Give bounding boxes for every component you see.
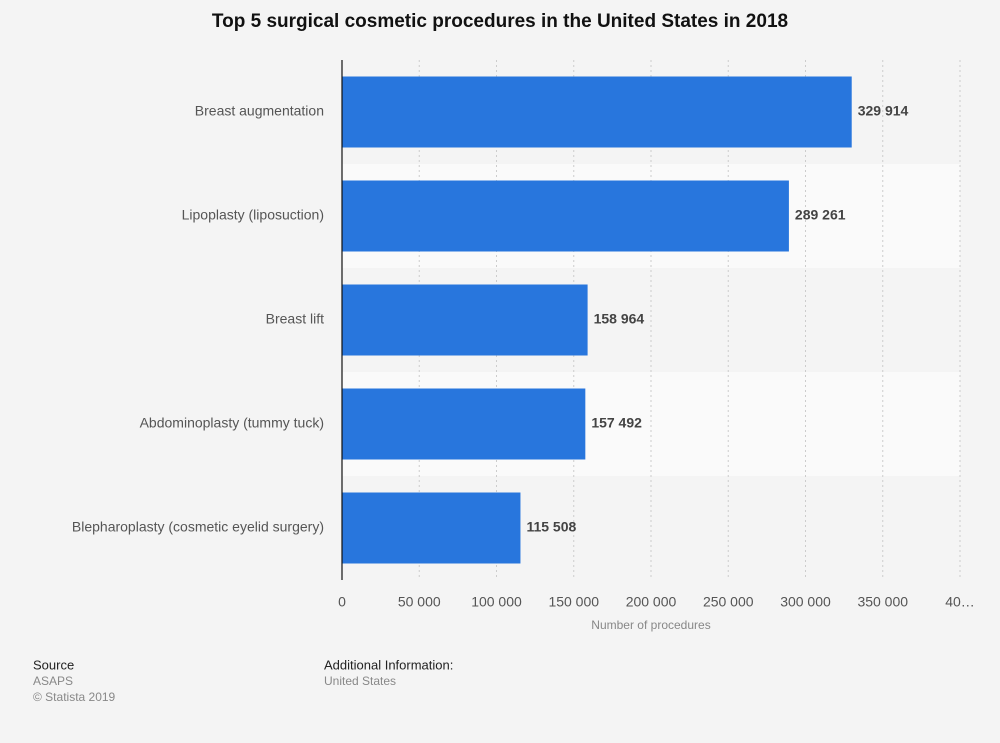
y-tick-label: Breast lift: [266, 311, 324, 327]
bar: [342, 388, 586, 460]
y-tick-label: Breast augmentation: [195, 103, 324, 119]
x-axis-title: Number of procedures: [591, 618, 710, 632]
value-label: 115 508: [526, 519, 576, 535]
y-tick-label: Blepharoplasty (cosmetic eyelid surgery): [72, 519, 324, 535]
x-tick-label: 200 000: [626, 594, 677, 610]
additional-info: United States: [324, 674, 396, 688]
bar: [342, 492, 521, 564]
bar: [342, 180, 789, 252]
bar: [342, 284, 588, 356]
y-tick-label: Lipoplasty (liposuction): [182, 207, 324, 223]
x-tick-label: 300 000: [780, 594, 831, 610]
bar: [342, 76, 852, 148]
value-label: 158 964: [594, 311, 645, 327]
value-label: 289 261: [795, 207, 846, 223]
plot-area: 0 50 000 100 000 150 000 200 000 250 000 300 0…: [72, 60, 975, 610]
source: ASAPS: [33, 674, 73, 688]
additional-info-label: Additional Information:: [324, 657, 453, 672]
value-label: 157 492: [591, 415, 642, 431]
value-label: 329 914: [858, 103, 909, 119]
chart-title: Top 5 surgical cosmetic procedures in th…: [212, 11, 788, 32]
x-tick-label: 100 000: [471, 594, 522, 610]
copyright: © Statista 2019: [33, 690, 116, 704]
x-tick-label: 0: [338, 594, 346, 610]
x-tick-label: 40…: [945, 594, 975, 610]
x-tick-label: 150 000: [548, 594, 599, 610]
source-label: Source: [33, 657, 74, 672]
x-tick-label: 350 000: [857, 594, 908, 610]
x-tick-label: 50 000: [398, 594, 441, 610]
y-tick-label: Abdominoplasty (tummy tuck): [140, 415, 324, 431]
x-tick-label: 250 000: [703, 594, 754, 610]
